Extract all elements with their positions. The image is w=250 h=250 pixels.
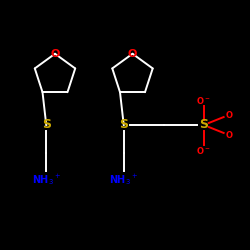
Text: O: O: [128, 49, 137, 59]
Text: O: O: [225, 130, 232, 140]
Text: NH$_3$$^+$: NH$_3$$^+$: [109, 172, 138, 188]
Text: O: O: [50, 49, 60, 59]
Text: O$^-$: O$^-$: [196, 144, 211, 156]
Text: O$^-$: O$^-$: [196, 94, 211, 106]
Text: S: S: [42, 118, 51, 132]
Text: NH$_3$$^+$: NH$_3$$^+$: [32, 172, 61, 188]
Text: O: O: [225, 110, 232, 120]
Text: S: S: [199, 118, 208, 132]
Text: S: S: [119, 118, 128, 132]
